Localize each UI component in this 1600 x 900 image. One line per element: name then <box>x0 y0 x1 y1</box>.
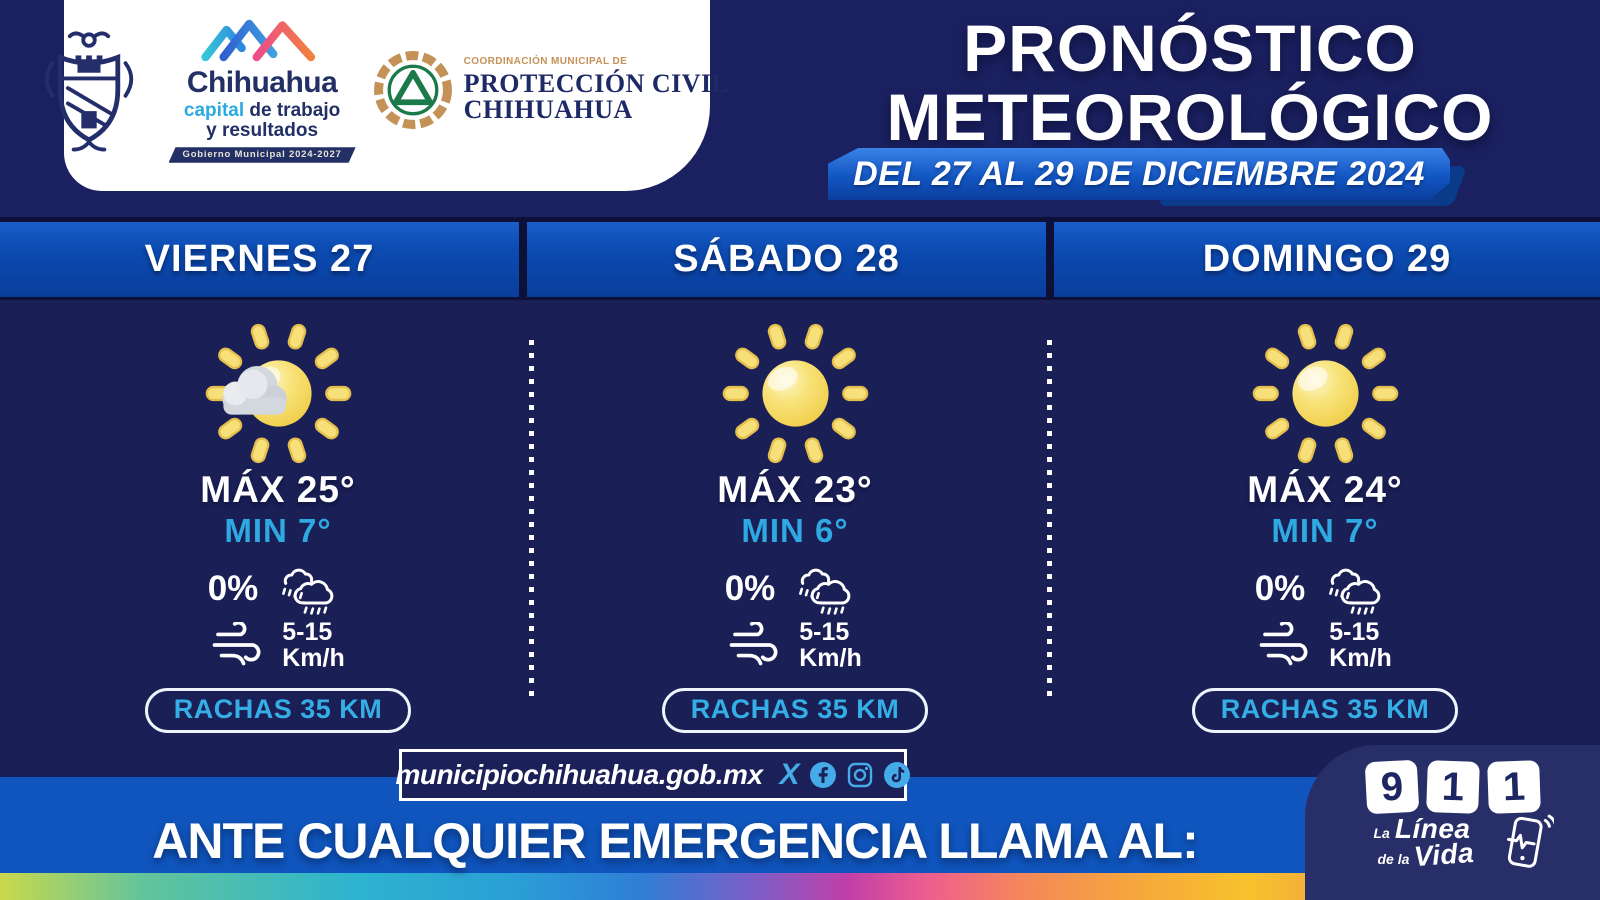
rain-cloud-icon <box>1329 568 1381 615</box>
emergency-911-badge: 9 1 1 La Línea de la Vida <box>1305 745 1600 900</box>
title-line1: PRONÓSTICO <box>963 11 1417 85</box>
chihuahua-logo-name: Chihuahua <box>186 66 338 100</box>
gusts-badge: RACHAS 35 KM <box>661 688 929 733</box>
chihuahua-city-logo: Chihuahua capital de trabajo y resultado… <box>169 16 356 163</box>
min-temperature: MIN 7° <box>224 512 332 549</box>
gobierno-municipal-badge: Gobierno Municipal 2024-2027 <box>169 147 356 163</box>
proteccion-civil-emblem-icon <box>373 50 452 129</box>
tiktok-icon[interactable] <box>883 760 911 790</box>
precipitation-row: 0% <box>1255 563 1396 615</box>
rain-cloud-icon <box>282 568 334 615</box>
chihuahua-coat-of-arms-icon <box>44 30 133 151</box>
forecast-column-viernes: MÁX 25° MIN 7° 0% 5-15 Km/h <box>18 300 538 733</box>
wind-speed: 5-15 Km/h <box>799 617 862 672</box>
max-temperature: MÁX 25° <box>200 469 356 510</box>
wind-row: 5-15 Km/h <box>211 617 345 672</box>
wind-speed: 5-15 Km/h <box>1329 617 1392 672</box>
pc-name-line2: CHIHUAHUA <box>463 94 633 124</box>
emergency-text: ANTE CUALQUIER EMERGENCIA LLAMA AL: <box>152 813 1199 869</box>
chihuahua-logo-tagline: capital de trabajo <box>169 101 356 120</box>
digit-9: 9 <box>1364 759 1419 815</box>
linea-de-la-vida: La Línea de la Vida <box>1374 814 1554 872</box>
date-range: DEL 27 AL 29 DE DICIEMBRE 2024 <box>853 154 1425 193</box>
wind-row: 5-15 Km/h <box>1258 617 1392 672</box>
instagram-icon[interactable] <box>846 760 874 790</box>
x-icon[interactable]: X <box>779 758 800 791</box>
chihuahua-logo-tagline2: y resultados <box>206 120 319 142</box>
wind-icon <box>212 622 261 666</box>
wind-speed: 5-15 Km/h <box>282 617 345 672</box>
pc-name-line1: PROTECCIÓN CIVIL <box>463 68 730 98</box>
partly-cloudy-icon <box>205 322 351 465</box>
sunny-icon <box>722 322 868 465</box>
cloud-part <box>221 365 287 415</box>
day-header-sabado: SÁBADO 28 <box>527 222 1046 297</box>
title-line2: METEOROLÓGICO <box>886 80 1494 154</box>
digit-1b: 1 <box>1486 760 1541 814</box>
forecast-column-domingo: MÁX 24° MIN 7° 0% 5-15 Km/h <box>1065 300 1585 733</box>
max-temperature: MÁX 23° <box>717 469 873 510</box>
dotted-separator <box>1047 340 1052 702</box>
gusts-badge: RACHAS 35 KM <box>144 688 412 733</box>
website-bar: municipiochihuahua.gob.mx X <box>395 749 910 801</box>
precipitation-value: 0% <box>207 569 259 608</box>
precipitation-row: 0% <box>208 563 349 615</box>
phone-icon <box>1506 814 1554 868</box>
min-temperature: MIN 7° <box>1271 512 1379 549</box>
precipitation-value: 0% <box>1254 569 1306 608</box>
mountain-logo-icon <box>201 20 316 62</box>
min-temperature: MIN 6° <box>741 512 849 549</box>
sunny-icon <box>1252 322 1398 465</box>
day-header-viernes: VIERNES 27 <box>0 222 519 297</box>
max-temperature: MÁX 24° <box>1247 469 1403 510</box>
page-title: PRONÓSTICO METEOROLÓGICO <box>800 14 1580 152</box>
proteccion-civil-logo: COORDINACIÓN MUNICIPAL DE PROTECCIÓN CIV… <box>372 49 730 131</box>
gusts-badge: RACHAS 35 KM <box>1191 688 1459 733</box>
tagline-rest: de trabajo <box>244 100 341 122</box>
tagline-highlight: capital <box>183 100 245 122</box>
pc-kicker: COORDINACIÓN MUNICIPAL DE <box>463 55 628 67</box>
wind-icon <box>729 622 778 666</box>
date-ribbon: DEL 27 AL 29 DE DICIEMBRE 2024 <box>828 148 1450 200</box>
logo-card: Chihuahua capital de trabajo y resultado… <box>44 0 729 191</box>
wind-row: 5-15 Km/h <box>728 617 862 672</box>
digit-1a: 1 <box>1425 760 1480 814</box>
forecast-column-sabado: MÁX 23° MIN 6° 0% 5-15 Km/h <box>535 300 1055 733</box>
facebook-icon[interactable] <box>809 760 837 790</box>
dotted-separator <box>529 340 534 702</box>
precipitation-row: 0% <box>725 563 866 615</box>
rain-cloud-icon <box>799 568 851 615</box>
911-digits: 9 1 1 <box>1364 759 1541 815</box>
day-label: DOMINGO 29 <box>1202 238 1452 280</box>
precipitation-value: 0% <box>724 569 776 608</box>
website-link[interactable]: municipiochihuahua.gob.mx <box>395 759 763 790</box>
day-header-domingo: DOMINGO 29 <box>1054 222 1600 297</box>
day-label: SÁBADO 28 <box>673 238 900 280</box>
wind-icon <box>1259 622 1308 666</box>
day-label: VIERNES 27 <box>144 238 375 280</box>
